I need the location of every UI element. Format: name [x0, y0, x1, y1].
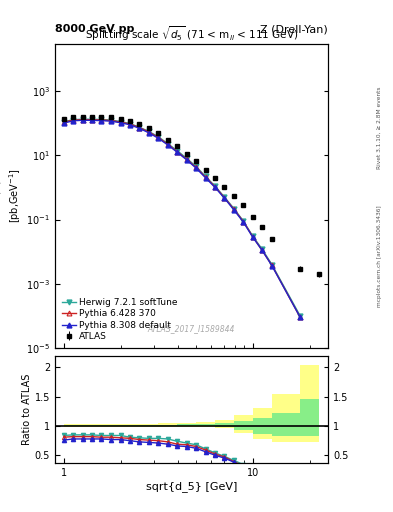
- Herwig 7.2.1 softTune: [203, 174, 208, 180]
- Pythia 8.308 default: [90, 117, 94, 123]
- Y-axis label: Ratio to ATLAS: Ratio to ATLAS: [22, 374, 32, 445]
- Herwig 7.2.1 softTune: [90, 116, 94, 122]
- Pythia 8.308 default: [241, 219, 246, 225]
- Pythia 8.308 default: [260, 247, 264, 253]
- Pythia 6.428 370: [222, 195, 227, 201]
- Pythia 6.428 370: [298, 314, 303, 321]
- Pythia 8.308 default: [194, 165, 198, 171]
- Herwig 7.2.1 softTune: [99, 116, 104, 122]
- Text: mcplots.cern.ch [arXiv:1306.3436]: mcplots.cern.ch [arXiv:1306.3436]: [377, 205, 382, 307]
- Pythia 6.428 370: [80, 117, 85, 123]
- Herwig 7.2.1 softTune: [298, 313, 303, 319]
- Pythia 8.308 default: [203, 175, 208, 181]
- Pythia 8.308 default: [250, 234, 255, 241]
- Herwig 7.2.1 softTune: [260, 246, 264, 252]
- Herwig 7.2.1 softTune: [194, 163, 198, 169]
- Pythia 6.428 370: [137, 124, 141, 131]
- Pythia 8.308 default: [147, 130, 151, 136]
- Pythia 6.428 370: [165, 141, 170, 147]
- Pythia 6.428 370: [71, 117, 75, 123]
- Pythia 6.428 370: [213, 184, 217, 190]
- Herwig 7.2.1 softTune: [128, 120, 132, 126]
- Pythia 6.428 370: [270, 262, 274, 268]
- Pythia 8.308 default: [61, 120, 66, 126]
- Herwig 7.2.1 softTune: [213, 183, 217, 189]
- Herwig 7.2.1 softTune: [222, 194, 227, 200]
- Pythia 8.308 default: [109, 118, 114, 124]
- Pythia 6.428 370: [250, 234, 255, 240]
- X-axis label: sqrt{d_5} [GeV]: sqrt{d_5} [GeV]: [146, 481, 237, 492]
- Text: ATLAS_2017_I1589844: ATLAS_2017_I1589844: [148, 324, 235, 333]
- Pythia 6.428 370: [61, 119, 66, 125]
- Pythia 6.428 370: [175, 148, 180, 155]
- Pythia 6.428 370: [99, 117, 104, 123]
- Pythia 8.308 default: [222, 195, 227, 201]
- Pythia 6.428 370: [241, 219, 246, 225]
- Pythia 6.428 370: [260, 247, 264, 253]
- Herwig 7.2.1 softTune: [147, 129, 151, 135]
- Pythia 8.308 default: [137, 125, 141, 132]
- Pythia 6.428 370: [90, 117, 94, 123]
- Herwig 7.2.1 softTune: [137, 124, 141, 130]
- Pythia 6.428 370: [184, 156, 189, 162]
- Pythia 8.308 default: [298, 314, 303, 321]
- Y-axis label: $\frac{d\sigma}{d\mathrm{sqrt}(\bar{d}_5)}$
[pb,GeV$^{-1}$]: $\frac{d\sigma}{d\mathrm{sqrt}(\bar{d}_5…: [0, 168, 24, 223]
- Pythia 8.308 default: [165, 142, 170, 148]
- Pythia 6.428 370: [194, 164, 198, 170]
- Pythia 8.308 default: [213, 184, 217, 190]
- Pythia 8.308 default: [175, 149, 180, 155]
- Herwig 7.2.1 softTune: [71, 117, 75, 123]
- Herwig 7.2.1 softTune: [61, 119, 66, 125]
- Pythia 6.428 370: [109, 117, 114, 123]
- Herwig 7.2.1 softTune: [80, 116, 85, 122]
- Herwig 7.2.1 softTune: [270, 262, 274, 268]
- Pythia 6.428 370: [156, 134, 161, 140]
- Pythia 8.308 default: [184, 157, 189, 163]
- Herwig 7.2.1 softTune: [184, 155, 189, 161]
- Pythia 8.308 default: [80, 117, 85, 123]
- Line: Pythia 6.428 370: Pythia 6.428 370: [61, 117, 303, 320]
- Pythia 6.428 370: [147, 129, 151, 135]
- Herwig 7.2.1 softTune: [156, 134, 161, 140]
- Herwig 7.2.1 softTune: [241, 218, 246, 224]
- Pythia 6.428 370: [231, 206, 236, 212]
- Title: Splitting scale $\sqrt{d_5}$ (71 < m$_{ll}$ < 111 GeV): Splitting scale $\sqrt{d_5}$ (71 < m$_{l…: [85, 25, 298, 44]
- Line: Pythia 8.308 default: Pythia 8.308 default: [61, 118, 303, 320]
- Pythia 6.428 370: [118, 119, 123, 125]
- Herwig 7.2.1 softTune: [231, 205, 236, 211]
- Herwig 7.2.1 softTune: [118, 118, 123, 124]
- Text: 8000 GeV pp: 8000 GeV pp: [55, 25, 134, 34]
- Line: Herwig 7.2.1 softTune: Herwig 7.2.1 softTune: [61, 117, 303, 318]
- Pythia 6.428 370: [203, 174, 208, 180]
- Pythia 8.308 default: [71, 118, 75, 124]
- Herwig 7.2.1 softTune: [109, 117, 114, 123]
- Herwig 7.2.1 softTune: [175, 147, 180, 154]
- Herwig 7.2.1 softTune: [250, 233, 255, 240]
- Herwig 7.2.1 softTune: [165, 141, 170, 147]
- Pythia 8.308 default: [156, 135, 161, 141]
- Pythia 6.428 370: [128, 121, 132, 127]
- Pythia 8.308 default: [231, 207, 236, 213]
- Text: Z (Drell-Yan): Z (Drell-Yan): [261, 25, 328, 34]
- Pythia 8.308 default: [270, 263, 274, 269]
- Text: Rivet 3.1.10, ≥ 2.8M events: Rivet 3.1.10, ≥ 2.8M events: [377, 87, 382, 169]
- Pythia 8.308 default: [128, 122, 132, 128]
- Pythia 8.308 default: [118, 120, 123, 126]
- Legend: Herwig 7.2.1 softTune, Pythia 6.428 370, Pythia 8.308 default, ATLAS: Herwig 7.2.1 softTune, Pythia 6.428 370,…: [59, 295, 181, 344]
- Pythia 8.308 default: [99, 118, 104, 124]
